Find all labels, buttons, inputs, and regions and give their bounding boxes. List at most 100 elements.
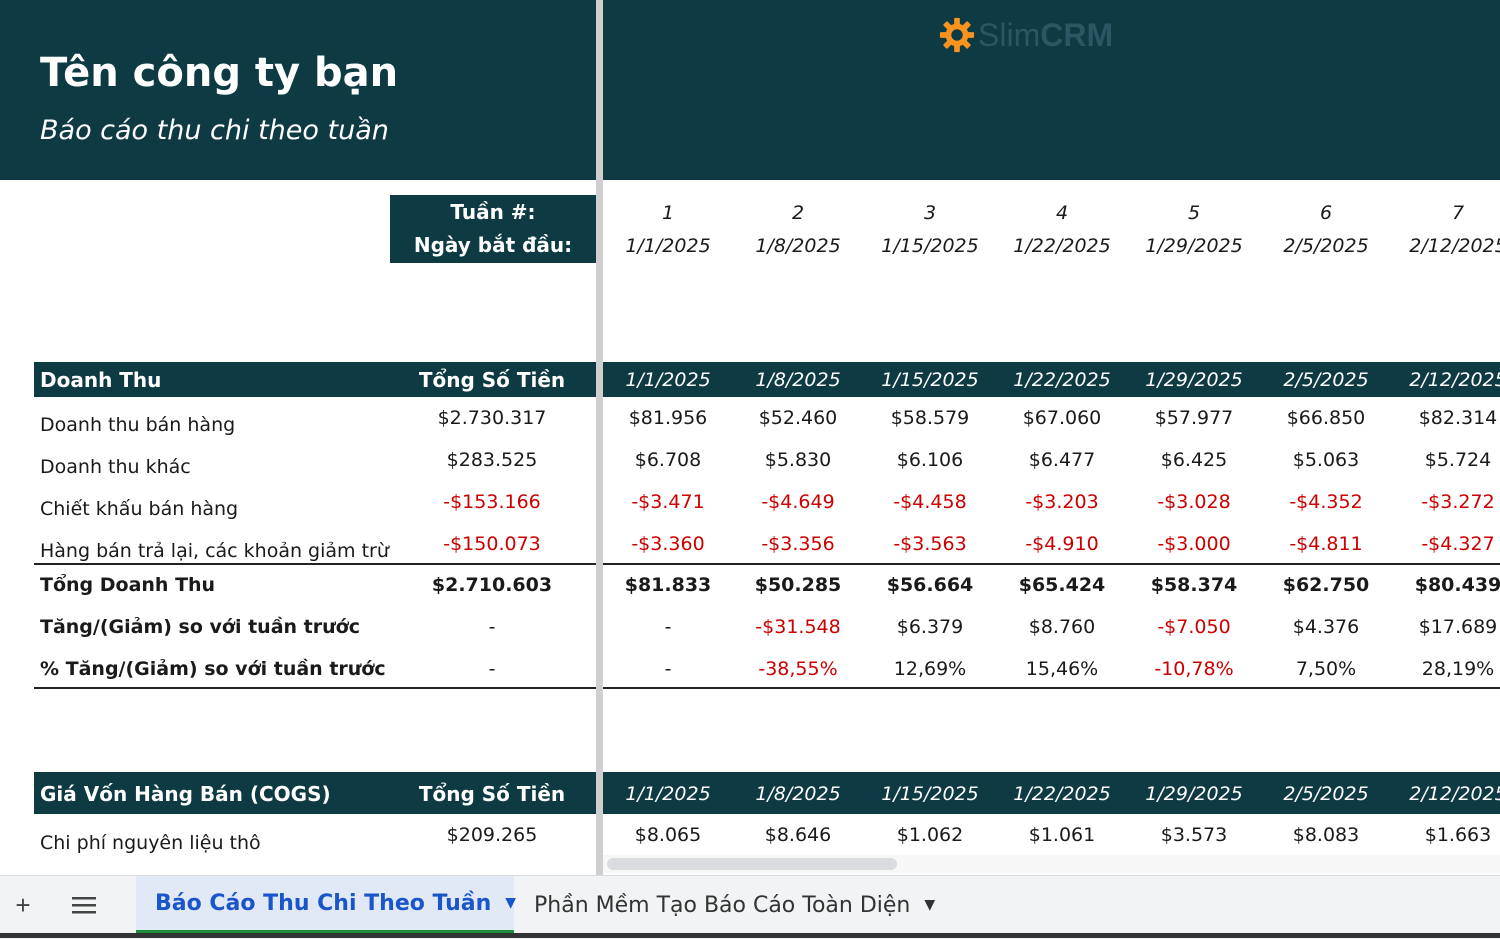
week-number: 4 [1055, 202, 1069, 224]
tab-phan-mem-bao-cao[interactable]: Phần Mềm Tạo Báo Cáo Toàn Diện ▼ [534, 876, 935, 934]
sheet-tab-bar: + Báo Cáo Thu Chi Theo Tuần ▼ Phần Mềm T… [0, 875, 1500, 939]
row-label: % Tăng/(Giảm) so với tuần trước [40, 658, 386, 680]
column-date: 1/1/2025 [625, 783, 711, 805]
row-value: $1.663 [1424, 824, 1492, 846]
column-date: 1/8/2025 [755, 369, 841, 391]
row-value: - [664, 658, 672, 680]
row-value: -$4.352 [1289, 491, 1363, 513]
row-total: - [488, 616, 496, 638]
row-value: 28,19% [1421, 658, 1495, 680]
week-number: 7 [1451, 202, 1465, 224]
cogs-header [34, 772, 596, 814]
row-value: -10,78% [1154, 658, 1234, 680]
logo-text: SlimCRM [978, 16, 1114, 53]
column-date: 2/5/2025 [1283, 783, 1369, 805]
row-total: $2.710.603 [431, 574, 553, 596]
revenue-header [34, 362, 596, 397]
row-value: $62.750 [1282, 574, 1370, 596]
caret-down-icon[interactable]: ▼ [924, 897, 936, 913]
frozen-column-divider[interactable] [596, 0, 603, 875]
company-name: Tên công ty bạn [40, 50, 399, 96]
row-value: $17.689 [1418, 616, 1498, 638]
revenue-header-dates [603, 362, 1500, 397]
divider-line [34, 687, 596, 689]
row-value: -$3.203 [1025, 491, 1099, 513]
gear-icon [939, 17, 975, 53]
row-label: Chiết khấu bán hàng [40, 498, 239, 520]
row-value: $67.060 [1022, 407, 1102, 429]
tab-label: Phần Mềm Tạo Báo Cáo Toàn Diện [534, 892, 911, 918]
week-number: 3 [923, 202, 937, 224]
row-value: -$4.910 [1025, 533, 1099, 555]
column-date: 2/12/2025 [1409, 783, 1500, 805]
column-date: 2/12/2025 [1409, 369, 1500, 391]
caret-down-icon[interactable]: ▼ [505, 895, 517, 911]
week-start-date: 2/12/2025 [1409, 235, 1500, 257]
row-value: -$4.327 [1421, 533, 1495, 555]
row-value: $6.708 [634, 449, 702, 471]
row-value: $52.460 [758, 407, 838, 429]
row-label: Doanh thu khác [40, 456, 191, 478]
week-start-date: 1/22/2025 [1013, 235, 1111, 257]
row-value: $4.376 [1292, 616, 1360, 638]
row-value: $50.285 [754, 574, 842, 596]
row-label: Tăng/(Giảm) so với tuần trước [40, 616, 360, 638]
row-value: -$31.548 [755, 616, 841, 638]
row-value: - [664, 616, 672, 638]
row-value: $66.850 [1286, 407, 1366, 429]
week-number: 5 [1187, 202, 1201, 224]
week-start-date: 1/29/2025 [1145, 235, 1243, 257]
start-date-label: Ngày bắt đầu: [413, 233, 573, 257]
row-label: Tổng Doanh Thu [40, 574, 216, 596]
column-date: 1/29/2025 [1145, 783, 1243, 805]
row-value: $1.061 [1028, 824, 1096, 846]
tab-label: Báo Cáo Thu Chi Theo Tuần [155, 890, 492, 916]
row-value: -$4.458 [893, 491, 967, 513]
row-value: -$4.811 [1289, 533, 1363, 555]
row-label: Doanh thu bán hàng [40, 414, 236, 436]
row-value: -$4.649 [761, 491, 835, 513]
week-number: 2 [791, 202, 805, 224]
row-value: 7,50% [1295, 658, 1357, 680]
row-label: Chi phí nguyên liệu thô [40, 832, 261, 854]
week-start-date: 1/8/2025 [755, 235, 841, 257]
row-value: 15,46% [1025, 658, 1099, 680]
column-date: 1/22/2025 [1013, 783, 1111, 805]
row-value: $5.830 [764, 449, 832, 471]
row-value: $3.573 [1160, 824, 1228, 846]
row-value: $1.062 [896, 824, 964, 846]
column-date: 1/1/2025 [625, 369, 711, 391]
column-date: 1/15/2025 [881, 783, 979, 805]
week-label-box: Tuần #: Ngày bắt đầu: [390, 195, 596, 263]
cogs-total-header: Tổng Số Tiền [418, 782, 566, 806]
report-subtitle: Báo cáo thu chi theo tuần [40, 115, 389, 146]
week-number-label: Tuần #: [450, 200, 536, 224]
row-value: -$3.471 [631, 491, 705, 513]
plus-icon[interactable]: + [15, 889, 31, 920]
tab-bao-cao-thu-chi[interactable]: Báo Cáo Thu Chi Theo Tuần ▼ [136, 876, 517, 934]
menu-icon[interactable] [62, 876, 106, 934]
row-value: $57.977 [1154, 407, 1234, 429]
row-total: $283.525 [446, 449, 538, 471]
row-total: $209.265 [446, 824, 538, 846]
row-value: $58.374 [1150, 574, 1238, 596]
column-date: 1/8/2025 [755, 783, 841, 805]
row-value: -$3.563 [893, 533, 967, 555]
row-value: $6.477 [1028, 449, 1096, 471]
row-value: $6.106 [896, 449, 964, 471]
divider-line [34, 563, 596, 565]
week-number: 1 [661, 202, 675, 224]
row-value: $6.425 [1160, 449, 1228, 471]
row-value: $82.314 [1418, 407, 1498, 429]
week-number: 6 [1319, 202, 1333, 224]
row-value: $65.424 [1018, 574, 1106, 596]
row-value: $81.833 [624, 574, 712, 596]
week-start-date: 1/1/2025 [625, 235, 711, 257]
row-value: $80.439 [1414, 574, 1500, 596]
revenue-total-header: Tổng Số Tiền [418, 368, 566, 392]
row-value: -$3.272 [1421, 491, 1495, 513]
scrollbar-thumb[interactable] [607, 858, 897, 870]
row-value: $6.379 [896, 616, 964, 638]
row-value: -$7.050 [1157, 616, 1231, 638]
row-label: Hàng bán trả lại, các khoản giảm trừ [40, 540, 389, 562]
